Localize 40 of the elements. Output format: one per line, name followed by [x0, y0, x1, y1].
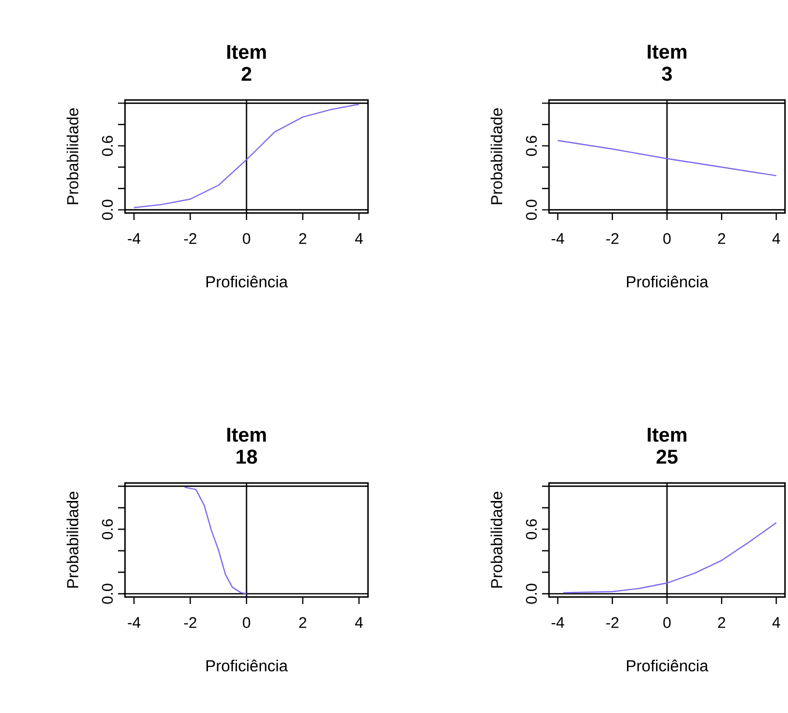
x-tick-label: 4	[772, 233, 780, 244]
x-tick-label: 0	[663, 233, 671, 244]
y-tick-label: 0.0	[102, 584, 113, 604]
chart-title: Item 2	[227, 45, 266, 81]
y-tick-label: 0.0	[526, 584, 537, 604]
x-tick-label: 4	[772, 617, 780, 628]
chart-title: Item 3	[648, 44, 686, 81]
y-axis-title: Probabilidade	[490, 492, 502, 588]
x-tick-label: 2	[299, 233, 306, 244]
chart-title: Item 18	[227, 428, 266, 464]
x-tick-label: 4	[355, 233, 363, 244]
x-tick-label: -4	[128, 617, 140, 628]
x-axis-title: Proficiência	[626, 660, 708, 672]
x-axis-title: Proficiência	[206, 276, 288, 288]
x-tick-label: 0	[242, 617, 250, 628]
x-tick-label: 2	[299, 617, 306, 628]
x-tick-label: -4	[552, 233, 564, 244]
x-axis-title: Proficiência	[206, 660, 288, 672]
x-tick-label: -2	[606, 617, 618, 628]
y-tick-label: 0.0	[526, 200, 537, 220]
x-tick-label: -2	[184, 233, 196, 244]
y-tick-label: 0.6	[102, 136, 113, 156]
x-tick-label: 4	[355, 617, 363, 628]
x-tick-label: -4	[552, 617, 564, 628]
y-tick-label: 0.0	[102, 200, 113, 220]
x-tick-label: 0	[242, 233, 250, 244]
chart-title: Item 25	[648, 428, 686, 464]
x-tick-label: -2	[606, 233, 618, 244]
x-tick-label: 0	[663, 617, 671, 628]
y-tick-label: 0.6	[526, 136, 537, 156]
x-tick-label: 2	[718, 233, 726, 244]
x-tick-label: 2	[718, 617, 726, 628]
y-axis-title: Probabilidade	[66, 108, 78, 204]
y-tick-label: 0.6	[102, 519, 113, 540]
y-axis-title: Probabilidade	[66, 492, 78, 588]
y-axis-title: Probabilidade	[490, 108, 502, 204]
y-tick-label: 0.6	[526, 519, 537, 540]
x-tick-label: -4	[128, 233, 140, 244]
x-tick-label: -2	[184, 617, 196, 628]
x-axis-title: Proficiência	[626, 276, 708, 288]
